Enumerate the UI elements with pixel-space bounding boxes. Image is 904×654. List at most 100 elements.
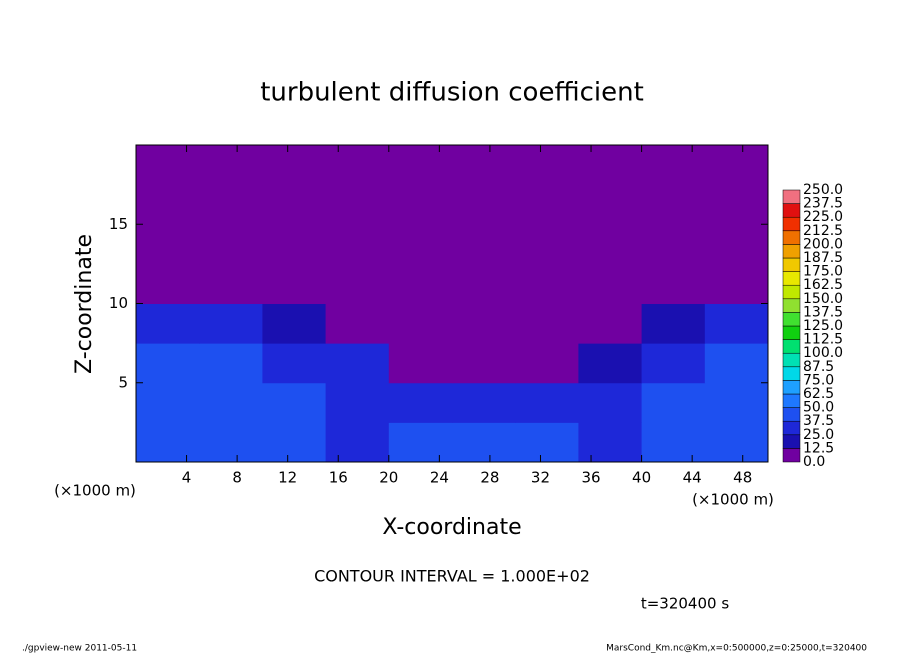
heatmap-cell bbox=[199, 145, 263, 186]
heatmap-cell bbox=[452, 145, 516, 186]
heatmap-cell bbox=[641, 303, 706, 344]
heatmap-cell bbox=[704, 224, 769, 265]
colorbar-label: 50.0 bbox=[803, 400, 834, 416]
heatmap-cell bbox=[578, 382, 643, 423]
y-axis-label: Z-coordinate bbox=[72, 234, 97, 374]
heatmap-cell bbox=[515, 422, 579, 463]
heatmap-cell bbox=[704, 422, 769, 463]
colorbar-label: 175.0 bbox=[803, 264, 843, 280]
heatmap-cell bbox=[578, 263, 643, 304]
colorbar-bin bbox=[782, 448, 801, 463]
heatmap-cell bbox=[452, 382, 516, 423]
x-tick-label: 28 bbox=[480, 469, 499, 487]
heatmap-cell bbox=[388, 145, 453, 186]
heatmap-cell bbox=[641, 263, 706, 304]
colorbar-bin bbox=[782, 203, 801, 218]
colorbar-label: 75.0 bbox=[803, 372, 834, 388]
colorbar-label: 200.0 bbox=[803, 236, 843, 252]
heatmap-cell bbox=[199, 422, 263, 463]
colorbar-label: 250.0 bbox=[803, 182, 843, 198]
heatmap-cell bbox=[262, 382, 327, 423]
heatmap-cell bbox=[452, 184, 516, 225]
colorbar-label: 125.0 bbox=[803, 318, 843, 334]
heatmap-cell bbox=[262, 224, 327, 265]
chart-title: turbulent diffusion coefficient bbox=[260, 78, 644, 108]
colorbar-bin bbox=[782, 339, 801, 354]
heatmap-cell bbox=[515, 382, 579, 423]
heatmap-cell bbox=[704, 382, 769, 423]
heatmap-cell bbox=[388, 263, 453, 304]
heatmap-cell bbox=[452, 224, 516, 265]
y-tick-label: 10 bbox=[109, 294, 128, 312]
y-tick-label: 5 bbox=[118, 373, 128, 391]
x-tick-label: 32 bbox=[531, 469, 550, 487]
heatmap-cell bbox=[704, 184, 769, 225]
heatmap-cell bbox=[388, 224, 453, 265]
heatmap-cell bbox=[704, 343, 769, 384]
footer-left: ./gpview-new 2011-05-11 bbox=[22, 644, 137, 654]
colorbar-bin bbox=[782, 257, 801, 272]
x-tick-label: 36 bbox=[581, 469, 600, 487]
x-tick-label: 48 bbox=[733, 469, 752, 487]
heatmap-cell bbox=[199, 224, 263, 265]
colorbar-bin bbox=[782, 352, 801, 368]
colorbar-label: 0.0 bbox=[803, 454, 825, 470]
heatmap-cell bbox=[578, 145, 643, 186]
colorbar-label: 25.0 bbox=[803, 427, 834, 443]
colorbar-bin bbox=[782, 284, 801, 300]
colorbar-label: 237.5 bbox=[803, 196, 843, 212]
y-tick-label: 15 bbox=[109, 215, 128, 233]
footer-right: MarsCond_Km.nc@Km,x=0:500000,z=0:25000,t… bbox=[606, 644, 867, 654]
heatmap-cell bbox=[325, 422, 390, 463]
heatmap-cell bbox=[452, 303, 516, 344]
heatmap-cell bbox=[388, 184, 453, 225]
x-tick-label: 24 bbox=[430, 469, 449, 487]
heatmap-cell bbox=[199, 343, 263, 384]
x-tick-label: 4 bbox=[182, 469, 192, 487]
heatmap-cell bbox=[262, 303, 327, 344]
heatmap-cell bbox=[136, 184, 200, 225]
x-tick-label: 40 bbox=[632, 469, 651, 487]
colorbar-bin bbox=[782, 216, 801, 232]
heatmap-cell bbox=[641, 145, 706, 186]
heatmap-cell bbox=[578, 303, 643, 344]
heatmap-cell bbox=[452, 422, 516, 463]
heatmap-cell bbox=[578, 343, 643, 384]
heatmap-cell bbox=[388, 303, 453, 344]
colorbar-label: 162.5 bbox=[803, 277, 843, 293]
heatmap-cell bbox=[515, 145, 579, 186]
heatmap-cell bbox=[641, 184, 706, 225]
heatmap-cell bbox=[325, 224, 390, 265]
heatmap-cell bbox=[136, 303, 200, 344]
colorbar-bin bbox=[782, 380, 801, 395]
heatmap-cell bbox=[325, 145, 390, 186]
heatmap-cell bbox=[388, 382, 453, 423]
heatmap-cell bbox=[578, 422, 643, 463]
colorbar-bin bbox=[782, 271, 801, 286]
x-tick-label: 20 bbox=[379, 469, 398, 487]
colorbar-label: 87.5 bbox=[803, 359, 834, 375]
heatmap-cell bbox=[641, 343, 706, 384]
x-tick-label: 12 bbox=[278, 469, 297, 487]
heatmap-cell bbox=[515, 224, 579, 265]
heatmap-cell bbox=[578, 184, 643, 225]
colorbar-label: 225.0 bbox=[803, 209, 843, 225]
x-tick-label: 16 bbox=[329, 469, 348, 487]
time-label: t=320400 s bbox=[641, 595, 729, 613]
colorbar-label: 37.5 bbox=[803, 413, 834, 429]
x-tick-label: 8 bbox=[232, 469, 242, 487]
contour-interval: CONTOUR INTERVAL = 1.000E+02 bbox=[314, 567, 590, 586]
heatmap-cell bbox=[388, 422, 453, 463]
heatmap-cell bbox=[325, 382, 390, 423]
colorbar-label: 100.0 bbox=[803, 345, 843, 361]
colorbar-bin bbox=[782, 189, 801, 204]
x-tick-label: 44 bbox=[683, 469, 702, 487]
colorbar-bin bbox=[782, 420, 801, 436]
colorbar-bin bbox=[782, 244, 801, 259]
colorbar-bin bbox=[782, 312, 801, 327]
heatmap-cell bbox=[704, 145, 769, 186]
heatmap-cell bbox=[199, 382, 263, 423]
heatmap-cell bbox=[388, 343, 453, 384]
heatmap-cell bbox=[262, 422, 327, 463]
colorbar-label: 212.5 bbox=[803, 223, 843, 239]
